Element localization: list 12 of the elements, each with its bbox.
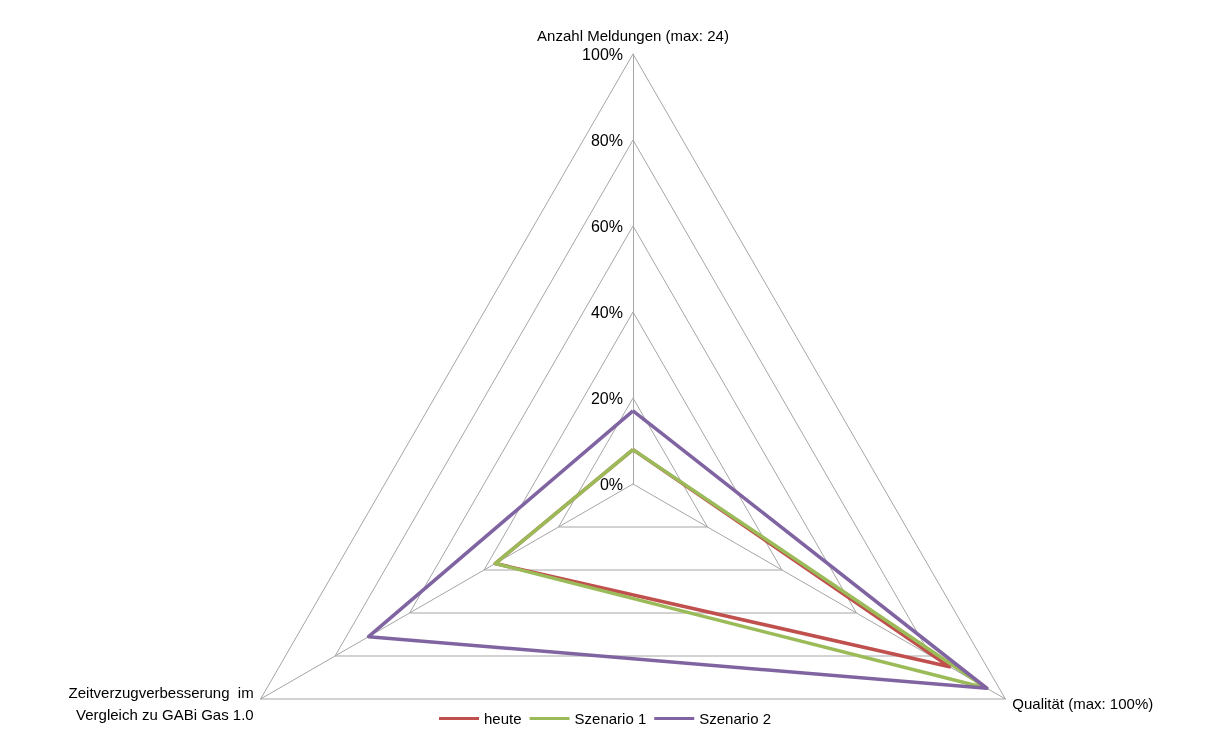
y-tick-label: 0% [599,475,623,493]
spoke-label: Zeitverzugverbesserung im Vergleich zu GABi Gas 1.0 [68,683,254,723]
y-tick-label: 100% [582,45,623,63]
legend-label: Szenario 1 [574,710,647,727]
spoke-label: Anzahl Meldungen (max: 24) [537,26,729,44]
spoke-label: Qualität (max: 100%) [1012,694,1154,712]
y-tick-label: 80% [590,131,623,149]
y-tick-label: 20% [590,389,623,407]
y-tick-label: 40% [590,303,623,321]
legend-label: Szenario 2 [699,710,771,727]
legend-label: heute [484,710,522,727]
y-tick-label: 60% [590,217,623,235]
